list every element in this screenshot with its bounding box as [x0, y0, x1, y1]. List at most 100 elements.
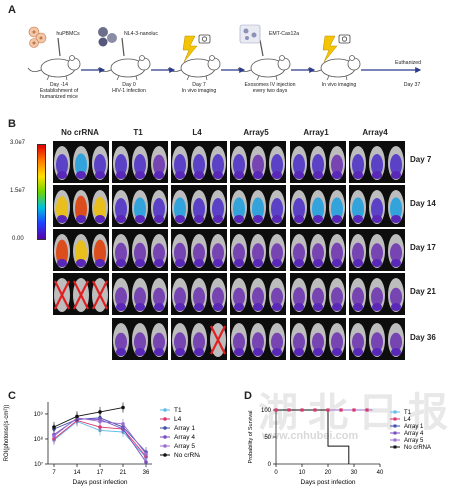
signal-blob [331, 287, 343, 307]
signal-blob [312, 243, 324, 263]
signal-blob [95, 171, 105, 179]
legend-label: No crRNA [174, 452, 200, 459]
injection-icon-2 [121, 37, 125, 57]
legend-label: Array 1 [174, 425, 195, 432]
mouse-icon-1 [27, 55, 81, 81]
signal-blob [153, 243, 165, 263]
signal-blob [212, 243, 224, 263]
bli-image-cell [112, 273, 168, 315]
signal-blob [372, 259, 382, 267]
bli-image-cell [171, 229, 227, 271]
timeline-step-4: Exosomes IV injection every two days [236, 82, 304, 94]
signal-blob [390, 197, 402, 221]
signal-blob [252, 243, 264, 263]
signal-blob [213, 303, 223, 311]
signal-blob [134, 197, 146, 221]
legend-marker [393, 431, 397, 435]
signal-blob [293, 243, 305, 263]
bli-image-cell [53, 229, 109, 271]
bli-image [350, 278, 404, 312]
signal-blob [213, 171, 223, 179]
signal-blob [390, 154, 402, 176]
bli-image [231, 234, 285, 268]
bli-image-cell [230, 318, 286, 360]
legend-label: Array 5 [404, 438, 424, 444]
step-desc: Establishment of [39, 88, 79, 94]
y-tick-label: 100 [261, 408, 272, 414]
bli-image-cell [290, 141, 346, 183]
exosome-icon [239, 24, 261, 44]
signal-blob [134, 287, 146, 307]
signal-blob [391, 215, 401, 223]
signal-blob [57, 259, 67, 267]
signal-blob [252, 154, 264, 176]
bli-image-cell [230, 185, 286, 227]
signal-blob [372, 303, 382, 311]
signal-blob [312, 287, 324, 307]
legend-marker [393, 410, 397, 414]
step-desc: every two days [252, 88, 288, 94]
signal-blob [293, 198, 305, 220]
legend-label: T1 [404, 410, 412, 416]
step-day: Day 0 [122, 82, 136, 88]
signal-blob [193, 243, 205, 263]
legend-marker [163, 444, 167, 448]
legend-marker [163, 435, 167, 439]
signal-blob [153, 287, 165, 307]
signal-blob [271, 332, 283, 352]
signal-blob [272, 171, 282, 179]
bli-image-cell [112, 229, 168, 271]
timeline-figure [27, 24, 422, 81]
x-axis-label: Days post infection [73, 479, 128, 486]
survival-curve [276, 409, 350, 464]
signal-blob [116, 348, 126, 356]
signal-blob [233, 332, 245, 352]
step-day: Day -14 [49, 82, 69, 88]
bli-image [231, 278, 285, 312]
step-day: Day 7 [192, 82, 206, 88]
signal-blob [253, 171, 263, 179]
bli-image-cell [290, 229, 346, 271]
signal-blob [154, 171, 164, 179]
signal-blob [76, 171, 86, 179]
signal-blob [391, 348, 401, 356]
bli-image-cell [290, 318, 346, 360]
signal-blob [272, 348, 282, 356]
x-tick-label: 7 [52, 470, 56, 476]
step-desc: In vivo imaging [181, 88, 217, 94]
bli-image-cell [349, 141, 405, 183]
data-point [300, 408, 304, 412]
signal-blob [372, 215, 382, 223]
legend-marker [393, 445, 397, 449]
survival-chart: 0 50 100 0 10 20 30 40 Days post infection Probab… [248, 408, 431, 486]
signal-blob [212, 198, 224, 220]
signal-blob [252, 287, 264, 307]
signal-blob [194, 348, 204, 356]
signal-blob [233, 154, 245, 176]
signal-blob [371, 332, 383, 352]
signal-blob [212, 287, 224, 307]
x-tick-label: 36 [143, 470, 150, 476]
colorbar-tick-min: 0.00 [12, 236, 24, 242]
signal-blob [193, 154, 205, 176]
signal-blob [193, 287, 205, 307]
legend-marker [163, 453, 167, 457]
signal-blob [312, 154, 324, 176]
y-tick-label: 10⁸ [34, 436, 44, 443]
signal-blob [372, 348, 382, 356]
mouse-icon-3 [167, 55, 221, 81]
signal-blob [174, 332, 186, 352]
signal-blob [174, 154, 186, 176]
signal-blob [234, 215, 244, 223]
signal-blob [234, 303, 244, 311]
signal-blob [390, 243, 402, 263]
signal-blob [174, 287, 186, 307]
signal-blob [313, 171, 323, 179]
row-label-day14: Day 14 [410, 199, 436, 208]
signal-blob [271, 198, 283, 220]
signal-blob [56, 196, 68, 222]
signal-blob [76, 259, 86, 267]
signal-blob [94, 239, 106, 267]
signal-blob [194, 303, 204, 311]
signal-blob [115, 154, 127, 176]
